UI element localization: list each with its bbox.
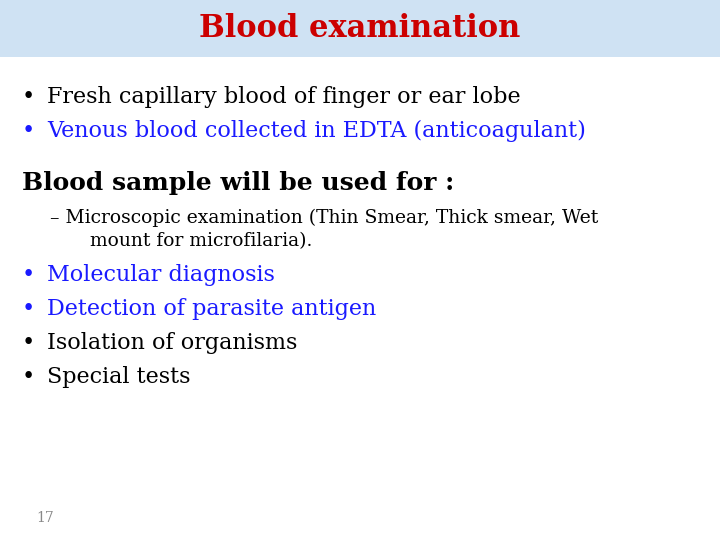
Text: Blood examination: Blood examination <box>199 13 521 44</box>
Text: Fresh capillary blood of finger or ear lobe: Fresh capillary blood of finger or ear l… <box>47 86 521 108</box>
Text: •: • <box>22 120 35 141</box>
Text: Isolation of organisms: Isolation of organisms <box>47 332 297 354</box>
Text: mount for microfilaria).: mount for microfilaria). <box>72 232 312 251</box>
Text: Detection of parasite antigen: Detection of parasite antigen <box>47 298 376 320</box>
Text: 17: 17 <box>36 511 54 525</box>
Text: Venous blood collected in EDTA (anticoagulant): Venous blood collected in EDTA (anticoag… <box>47 120 585 141</box>
Text: •: • <box>22 86 35 108</box>
FancyBboxPatch shape <box>0 0 720 57</box>
Text: – Microscopic examination (Thin Smear, Thick smear, Wet: – Microscopic examination (Thin Smear, T… <box>50 208 598 227</box>
Text: •: • <box>22 265 35 286</box>
Text: Molecular diagnosis: Molecular diagnosis <box>47 265 274 286</box>
Text: Blood sample will be used for :: Blood sample will be used for : <box>22 171 454 194</box>
Text: •: • <box>22 332 35 354</box>
Text: •: • <box>22 366 35 388</box>
Text: Special tests: Special tests <box>47 366 190 388</box>
Text: •: • <box>22 298 35 320</box>
